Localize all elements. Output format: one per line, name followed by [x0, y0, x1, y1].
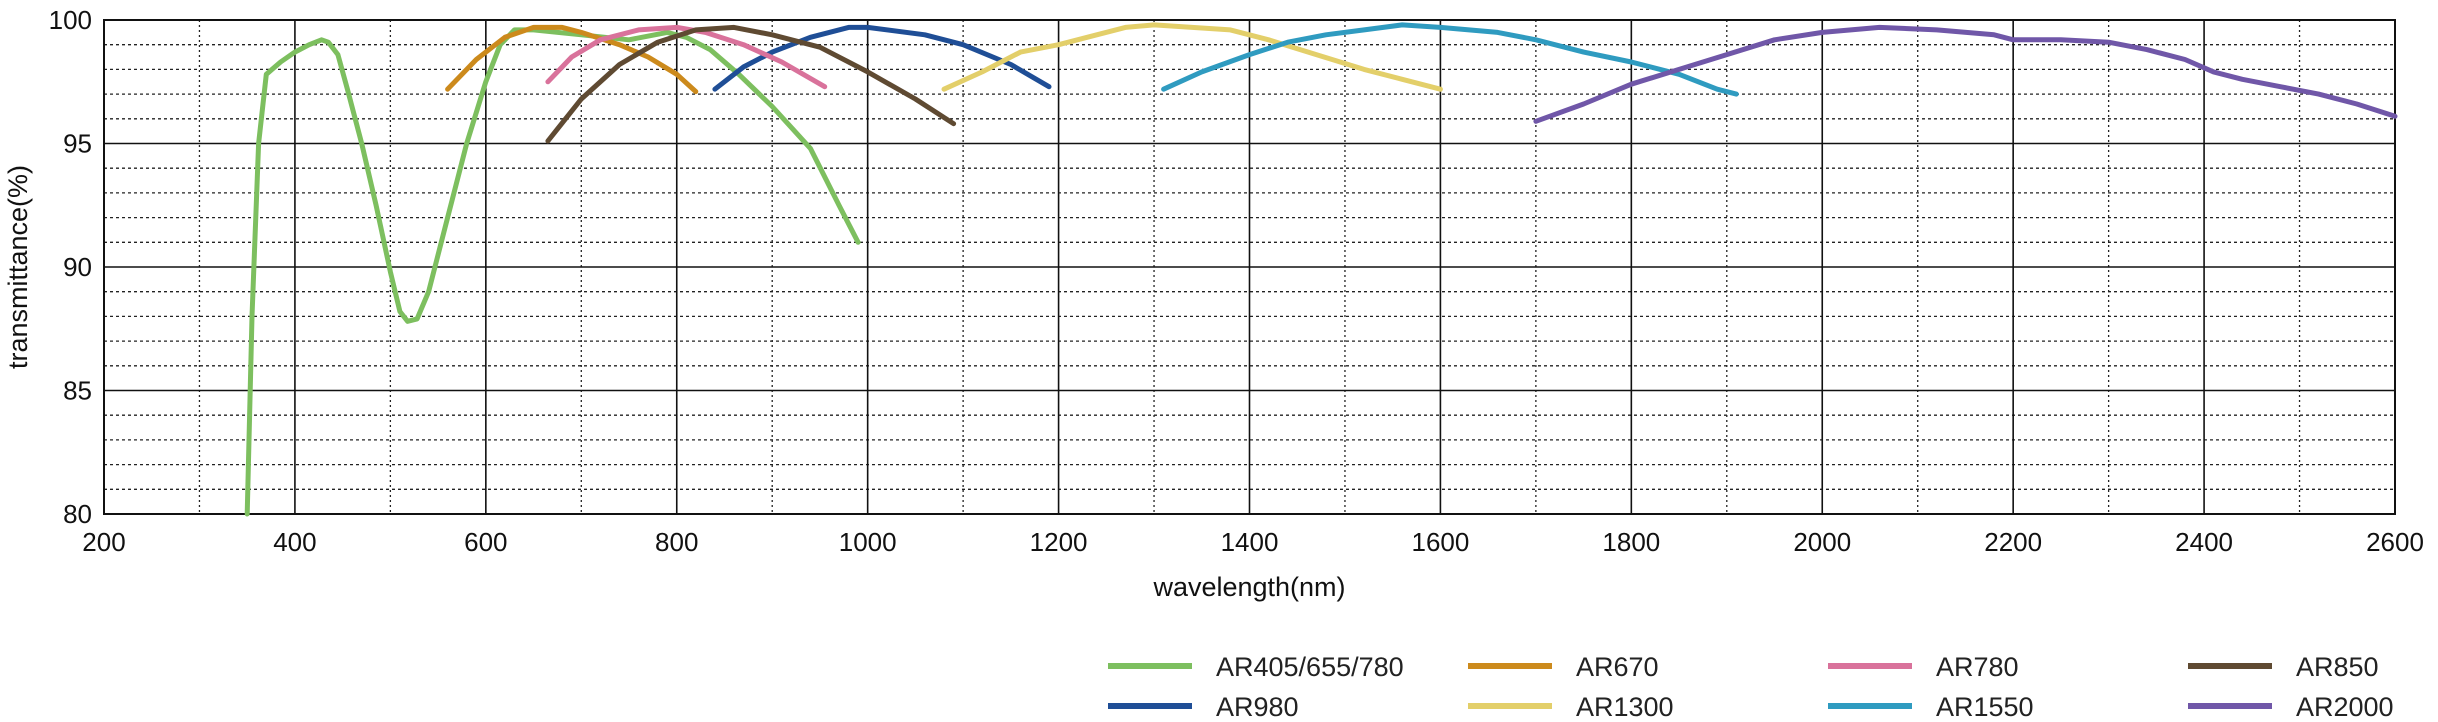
y-tick-label: 95	[63, 129, 92, 159]
legend-label: AR670	[1576, 652, 1659, 682]
legend-label: AR405/655/780	[1216, 652, 1404, 682]
legend-item: AR2000	[2188, 692, 2394, 722]
series-line-ar2000	[1533, 24, 2398, 124]
series-line-ar1300	[941, 22, 1443, 92]
series-lines	[244, 22, 2398, 517]
x-tick-label: 2400	[2175, 527, 2233, 557]
axes: wavelength(nm) transmittance(%) 200 400 60…	[3, 5, 2424, 602]
series-line-ar1550	[1161, 22, 1739, 97]
legend-label: AR780	[1936, 652, 2019, 682]
legend-item: AR1550	[1828, 692, 2034, 722]
series-line-ar670	[445, 24, 699, 95]
x-tick-label: 2000	[1793, 527, 1851, 557]
x-tick-label: 2200	[1984, 527, 2042, 557]
plot-frame	[103, 19, 2396, 515]
legend-item: AR670	[1468, 652, 1659, 682]
y-tick-label: 80	[63, 499, 92, 529]
legend-label: AR850	[2296, 652, 2379, 682]
x-tick-label: 600	[464, 527, 507, 557]
series-line-ar405-655-780	[244, 27, 861, 517]
legend-label: AR1300	[1576, 692, 1674, 722]
x-tick-label: 2600	[2366, 527, 2424, 557]
grid	[103, 19, 2396, 515]
legend-item: AR980	[1108, 692, 1299, 722]
series-line-ar780	[545, 24, 828, 90]
legend-label: AR1550	[1936, 692, 2034, 722]
y-tick-label: 100	[49, 5, 92, 35]
x-tick-label: 1200	[1030, 527, 1088, 557]
series-line-ar980	[712, 24, 1052, 92]
y-axis-title: transmittance(%)	[3, 165, 33, 369]
x-tick-label: 1600	[1411, 527, 1469, 557]
legend-item: AR780	[1828, 652, 2019, 682]
x-tick-label: 800	[655, 527, 698, 557]
y-tick-label: 85	[63, 376, 92, 406]
legend-label: AR2000	[2296, 692, 2394, 722]
y-tick-label: 90	[63, 252, 92, 282]
series-line-ar850	[545, 24, 957, 144]
x-tick-label: 1800	[1602, 527, 1660, 557]
x-axis-title: wavelength(nm)	[1152, 572, 1345, 602]
x-tick-label: 1000	[839, 527, 897, 557]
legend-item: AR1300	[1468, 692, 1674, 722]
legend-item: AR850	[2188, 652, 2379, 682]
legend-label: AR980	[1216, 692, 1299, 722]
x-tick-label: 1400	[1221, 527, 1279, 557]
legend: AR405/655/780 AR980 AR670 AR1300 AR780 AR1550…	[1108, 652, 2394, 722]
x-tick-label: 400	[273, 527, 316, 557]
legend-item: AR405/655/780	[1108, 652, 1404, 682]
x-tick-label: 200	[82, 527, 125, 557]
